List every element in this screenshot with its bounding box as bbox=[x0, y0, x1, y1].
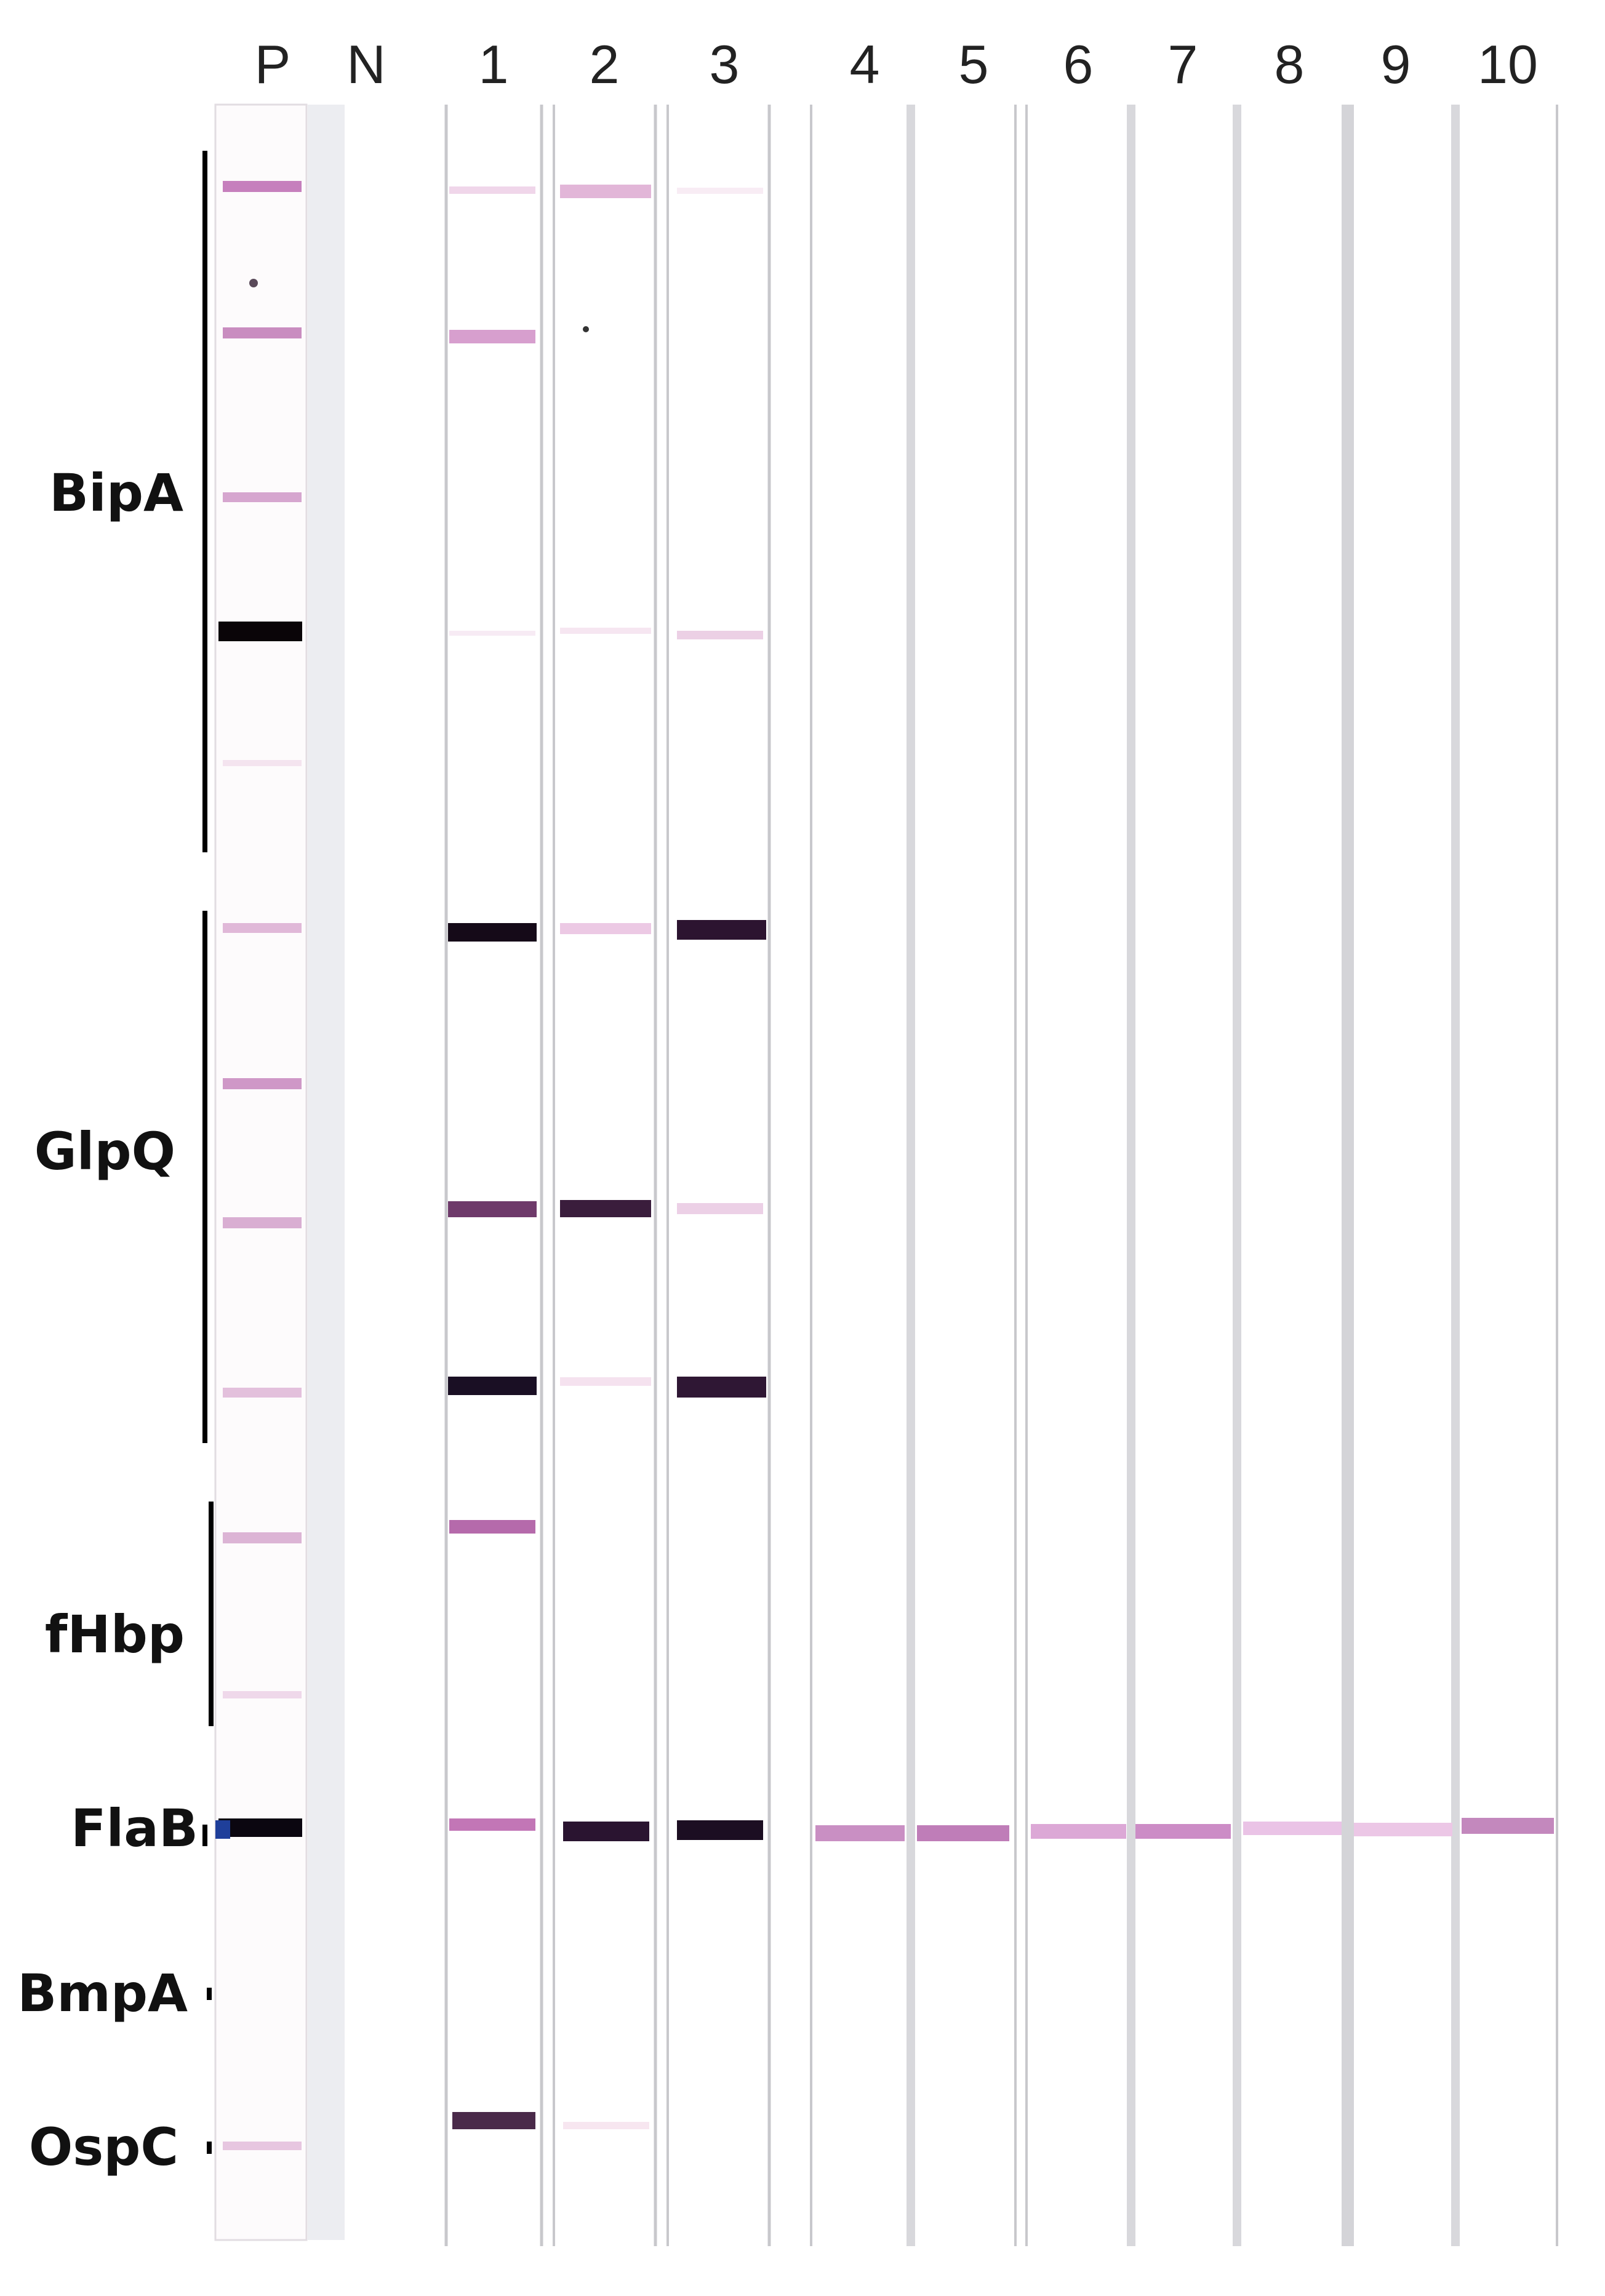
lane-label-10: 10 bbox=[1478, 34, 1538, 95]
lane-label-8: 8 bbox=[1275, 34, 1305, 95]
strip-gap-n bbox=[308, 105, 345, 2240]
band bbox=[452, 2112, 535, 2129]
band bbox=[218, 1818, 302, 1837]
group-label-bmpa: BmpA bbox=[17, 1963, 188, 2023]
band bbox=[223, 1532, 302, 1543]
band bbox=[448, 1377, 537, 1395]
lanes-4-10-bands bbox=[815, 1818, 1554, 1841]
lane-label-n: N bbox=[346, 34, 386, 95]
band bbox=[223, 1078, 302, 1089]
group-label-fhbp: fHbp bbox=[45, 1604, 185, 1665]
band bbox=[215, 1820, 230, 1839]
band bbox=[677, 631, 763, 639]
band bbox=[1135, 1824, 1231, 1839]
group-brackets bbox=[202, 151, 214, 2154]
speck bbox=[583, 326, 589, 332]
lane-label-2: 2 bbox=[590, 34, 620, 95]
band bbox=[223, 1388, 302, 1398]
band bbox=[560, 628, 651, 634]
lane-label-3: 3 bbox=[710, 34, 740, 95]
band bbox=[449, 1520, 535, 1534]
band bbox=[677, 1820, 763, 1840]
band bbox=[1462, 1818, 1554, 1834]
strip-edges bbox=[214, 103, 1558, 2246]
band bbox=[223, 492, 302, 502]
band bbox=[563, 1822, 649, 1841]
lane-p-bands bbox=[215, 181, 302, 2150]
band bbox=[223, 923, 302, 933]
group-label-ospc: OspC bbox=[29, 2117, 178, 2177]
band bbox=[677, 1203, 763, 1214]
lane-label-5: 5 bbox=[959, 34, 989, 95]
specks bbox=[249, 279, 589, 332]
band bbox=[223, 181, 302, 192]
group-labels: BipA GlpQ fHbp FlaB BmpA OspC bbox=[17, 463, 198, 2177]
band bbox=[223, 1691, 302, 1698]
band bbox=[448, 1201, 537, 1217]
band bbox=[677, 188, 763, 194]
band bbox=[560, 1200, 651, 1217]
group-label-bipa: BipA bbox=[49, 463, 183, 523]
lane-labels: P N 1 2 3 4 5 6 7 8 9 10 bbox=[255, 34, 1538, 95]
strip-p bbox=[214, 103, 308, 2241]
speck bbox=[249, 279, 258, 287]
band bbox=[1354, 1823, 1452, 1836]
band bbox=[449, 186, 535, 194]
lane-1-bands bbox=[448, 186, 537, 2129]
lane-label-p: P bbox=[255, 34, 291, 95]
band bbox=[218, 622, 302, 641]
lane-label-9: 9 bbox=[1381, 34, 1411, 95]
lane-2-bands bbox=[560, 185, 651, 2129]
band bbox=[1031, 1824, 1126, 1839]
group-label-glpq: GlpQ bbox=[34, 1121, 175, 1182]
band bbox=[223, 1217, 302, 1228]
band bbox=[917, 1825, 1009, 1841]
band bbox=[677, 920, 766, 940]
band bbox=[560, 185, 651, 198]
band bbox=[223, 760, 302, 766]
lane-label-7: 7 bbox=[1168, 34, 1198, 95]
band bbox=[448, 923, 537, 942]
band bbox=[560, 923, 651, 934]
band bbox=[815, 1825, 905, 1841]
band bbox=[1243, 1822, 1342, 1835]
lane-label-6: 6 bbox=[1063, 34, 1094, 95]
band bbox=[449, 631, 535, 636]
band bbox=[449, 1818, 535, 1831]
band bbox=[563, 2122, 649, 2129]
lane-label-4: 4 bbox=[850, 34, 880, 95]
band bbox=[560, 1377, 651, 1386]
lane-3-bands bbox=[677, 188, 766, 1840]
band bbox=[223, 327, 302, 338]
group-label-flab: FlaB bbox=[71, 1798, 198, 1858]
band bbox=[223, 2142, 302, 2150]
band bbox=[449, 330, 535, 343]
lane-label-1: 1 bbox=[479, 34, 509, 95]
band bbox=[677, 1377, 766, 1398]
